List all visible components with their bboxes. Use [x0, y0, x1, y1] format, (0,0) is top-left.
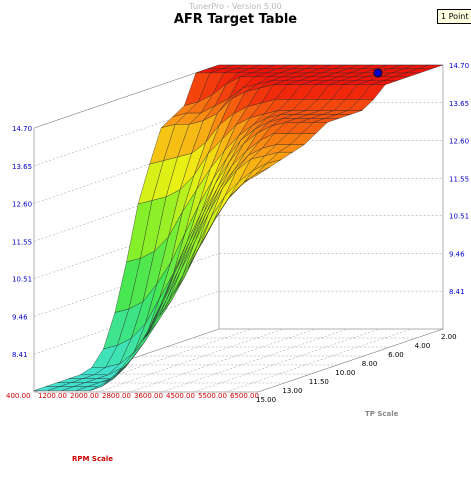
tp-tick-label: 6.00: [388, 351, 404, 359]
z-tick-label-right: 8.41: [449, 288, 465, 296]
tp-tick-label: 10.00: [335, 369, 355, 377]
chart-title: AFR Target Table: [173, 12, 298, 27]
rpm-tick-label: 2000.00: [70, 392, 99, 400]
z-gridline: [33, 178, 443, 242]
rpm-tick-label: 2800.00: [102, 392, 131, 400]
tp-axis-label: TP Scale: [365, 410, 399, 418]
tp-tick-label: 15.00: [256, 396, 276, 404]
z-gridline: [33, 140, 443, 204]
rpm-tick-label: 6500.00: [230, 392, 259, 400]
z-gridline: [33, 215, 443, 279]
surface-cell[interactable]: [243, 167, 270, 183]
cursor-dot[interactable]: [373, 68, 383, 78]
rpm-tick-label: 3600.00: [134, 392, 163, 400]
z-tick-label-left: 11.55: [12, 238, 32, 246]
rpm-tick-label: 1200.00: [38, 392, 67, 400]
floor-gridline: [161, 328, 348, 393]
tp-tick-label: 4.00: [415, 342, 431, 350]
z-tick-label-right: 10.51: [449, 213, 469, 221]
z-tick-label-right: 12.60: [449, 138, 469, 146]
cursor-marker[interactable]: [373, 68, 383, 78]
point-tooltip: 1 Point S: [437, 9, 471, 24]
z-tick-label-left: 13.65: [12, 163, 32, 171]
floor-gridline: [257, 328, 444, 393]
tp-tick-label: 11.50: [309, 378, 329, 386]
tp-tick-label: 13.00: [282, 387, 302, 395]
floor-gridline: [97, 328, 284, 393]
z-tick-label-right: 11.55: [449, 175, 469, 183]
rpm-tick-label: 4500.00: [166, 392, 195, 400]
z-gridline: [33, 253, 443, 317]
rpm-axis-label: RPM Scale: [72, 455, 113, 463]
z-tick-label-left: 8.41: [12, 351, 28, 359]
z-tick-label-right: 9.46: [449, 250, 465, 258]
z-tick-label-left: 14.70: [12, 125, 32, 133]
floor-gridline: [193, 328, 380, 393]
z-tick-label-right: 14.70: [449, 62, 469, 70]
z-gridline: [33, 290, 443, 355]
rpm-tick-label: 400.00: [6, 392, 31, 400]
z-tick-label-left: 12.60: [12, 201, 32, 209]
rpm-tick-label: 5500.00: [198, 392, 227, 400]
afr-surface[interactable]: [33, 64, 444, 391]
floor-gridline: [129, 328, 316, 393]
tp-tick-label: 2.00: [441, 333, 457, 341]
z-tick-label-left: 9.46: [12, 313, 28, 321]
floor-gridline: [225, 328, 412, 393]
axis-labels: 14.70 14.70 13.65 13.65 12.60 12.60 11.55 11.55…: [6, 62, 469, 463]
z-tick-label-right: 13.65: [449, 100, 469, 108]
z-tick-label-left: 10.51: [12, 276, 32, 284]
app-watermark: TunerPro - Version 5.00: [189, 2, 282, 11]
tp-tick-label: 8.00: [362, 360, 378, 368]
